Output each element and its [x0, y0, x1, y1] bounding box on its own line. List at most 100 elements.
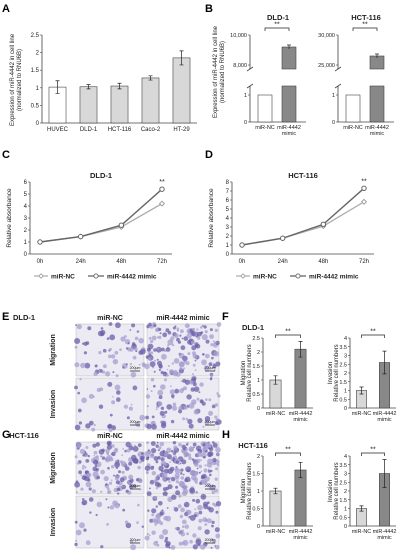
e-migration-nc-cell: [125, 363, 128, 366]
e-migration-nc-cell: [93, 371, 98, 377]
g-invasion-mimic-cell: [206, 518, 212, 524]
g-invasion-mimic-cell: [203, 504, 209, 510]
g-invasion-mimic-cell: [170, 545, 176, 550]
A-cat-label-4: HT-29: [173, 127, 190, 133]
g-invasion-mimic-cell: [171, 494, 177, 500]
e-migration-mimic-cell: [202, 353, 205, 356]
b1-error-bar: [287, 44, 291, 49]
g-invasion-nc-cell: [95, 513, 98, 517]
g-migration-nc-cell: [101, 448, 105, 452]
g-migration-mimic-cell: [194, 471, 199, 475]
e-row-label-migration: Migration: [50, 334, 57, 366]
g-invasion-nc-cell: [96, 501, 103, 508]
e-migration-mimic-cell: [179, 334, 182, 337]
g-migration-mimic-cell: [212, 442, 218, 448]
g-invasion-mimic-cell: [174, 527, 178, 530]
g-invasion-mimic-cell: [144, 535, 150, 541]
e-invasion-mimic: 200μm: [144, 375, 222, 431]
d-xtick-label: 0h: [239, 259, 246, 265]
e-migration-nc-cell: [75, 324, 77, 326]
g-migration-nc-cell: [116, 485, 118, 488]
F2-cat-label-1: miR-4442: [373, 411, 397, 417]
e-migration-nc-cell: [76, 324, 82, 330]
g-migration-mimic-cell: [175, 480, 179, 484]
e-invasion-nc-cell: [88, 420, 94, 426]
e-invasion-mimic-cell: [166, 404, 172, 410]
e-migration-mimic-cell: [208, 362, 213, 367]
g-migration-nc-cell: [123, 476, 127, 480]
g-migration-mimic-cell: [182, 473, 185, 476]
g-invasion-mimic-cell: [165, 515, 172, 522]
g-migration-nc-cell: [129, 484, 134, 489]
g-invasion-mimic-cell: [193, 514, 197, 518]
g-migration-mimic-cell: [175, 467, 179, 471]
g-invasion-nc-cell: [141, 525, 144, 528]
e-migration-mimic-cell: [180, 329, 184, 334]
e-migration-mimic-cell: [163, 371, 167, 374]
e-invasion-mimic-cell: [209, 377, 213, 381]
e-invasion-nc-scale-label: 200μm: [130, 420, 141, 424]
g-migration-mimic-cell: [178, 442, 182, 447]
b-ylabel-line2: (normalized to RNU6B): [220, 41, 226, 103]
e-invasion-mimic-cell: [217, 394, 221, 398]
d-title: HCT-116: [288, 171, 318, 180]
e-migration-mimic-cell: [213, 341, 217, 345]
e-invasion-mimic-cell: [161, 420, 167, 426]
g-migration-nc-cell: [113, 474, 115, 477]
e-migration-nc-cell: [98, 351, 102, 355]
g-invasion-nc-cell: [124, 520, 129, 524]
g-migration-mimic-cell: [159, 441, 165, 447]
A-cat-label-3: Caco-2: [141, 127, 161, 133]
A-error-bar-4: [179, 50, 184, 66]
e-invasion-mimic-cell: [174, 388, 180, 394]
H1-ytick-label: 1: [257, 489, 260, 495]
H1-bar-1: [294, 469, 307, 527]
g-migration-mimic: 200μm: [144, 441, 221, 497]
e-migration-mimic-cell: [205, 339, 210, 344]
g-migration-nc-cell: [114, 476, 119, 481]
e-invasion-mimic-cell: [199, 382, 204, 387]
e-migration-nc-cell: [129, 329, 132, 331]
g-migration-nc-cell: [100, 469, 105, 475]
e-invasion-mimic-cell: [146, 405, 149, 408]
e-migration-mimic-cell: [209, 334, 215, 339]
g-migration-nc-cell: [117, 475, 121, 478]
e-invasion-nc-cell: [128, 406, 133, 411]
e-invasion-mimic-cell: [205, 398, 208, 401]
g-invasion-nc-cell: [79, 522, 85, 529]
b2-cat-label-mimic: miR-4442: [365, 125, 389, 131]
panel-label-d: D: [205, 149, 213, 161]
e-migration-nc-cell: [83, 351, 87, 355]
H2-cat-label-0: miR-NC: [352, 529, 372, 535]
e-migration-nc-cell: [134, 336, 139, 341]
b1-bar-nc: [257, 94, 273, 123]
e-migration-mimic-cell: [197, 331, 202, 337]
e-migration-mimic-cell: [160, 370, 164, 375]
g-invasion-mimic-cell: [198, 510, 203, 515]
e-migration-mimic-cell: [166, 368, 169, 371]
g-row-label-migration: Migration: [50, 452, 57, 484]
e-migration-mimic-cell: [176, 327, 180, 331]
g-migration-nc-cell: [111, 444, 115, 448]
panel-label-g: G: [2, 429, 11, 441]
A-ytick-label: 1: [36, 86, 40, 92]
g-migration-mimic-cell: [155, 444, 159, 448]
g-invasion-nc-cell: [89, 511, 92, 514]
H1-ytick-label: 1.5: [252, 472, 260, 478]
A-error-bar-3: [148, 75, 153, 81]
e-migration-mimic-cell: [183, 336, 189, 341]
e-invasion-mimic-cell: [155, 408, 158, 411]
g-migration-nc-cell: [125, 489, 129, 493]
c-point-0-3: [158, 200, 166, 207]
e-migration-nc-cell: [100, 327, 104, 330]
e-invasion-mimic-cell: [180, 380, 183, 383]
e-migration-mimic-cell: [144, 363, 150, 370]
A-ytick-label: 2.5: [31, 33, 40, 39]
g-migration-mimic-cell: [196, 458, 201, 463]
g-invasion-mimic-cell: [155, 540, 158, 544]
g-invasion-nc-cell: [106, 523, 109, 526]
e-invasion-mimic-cell: [169, 389, 176, 395]
e-migration-mimic-cell: [194, 344, 198, 348]
g-invasion-nc-cell: [114, 502, 120, 509]
